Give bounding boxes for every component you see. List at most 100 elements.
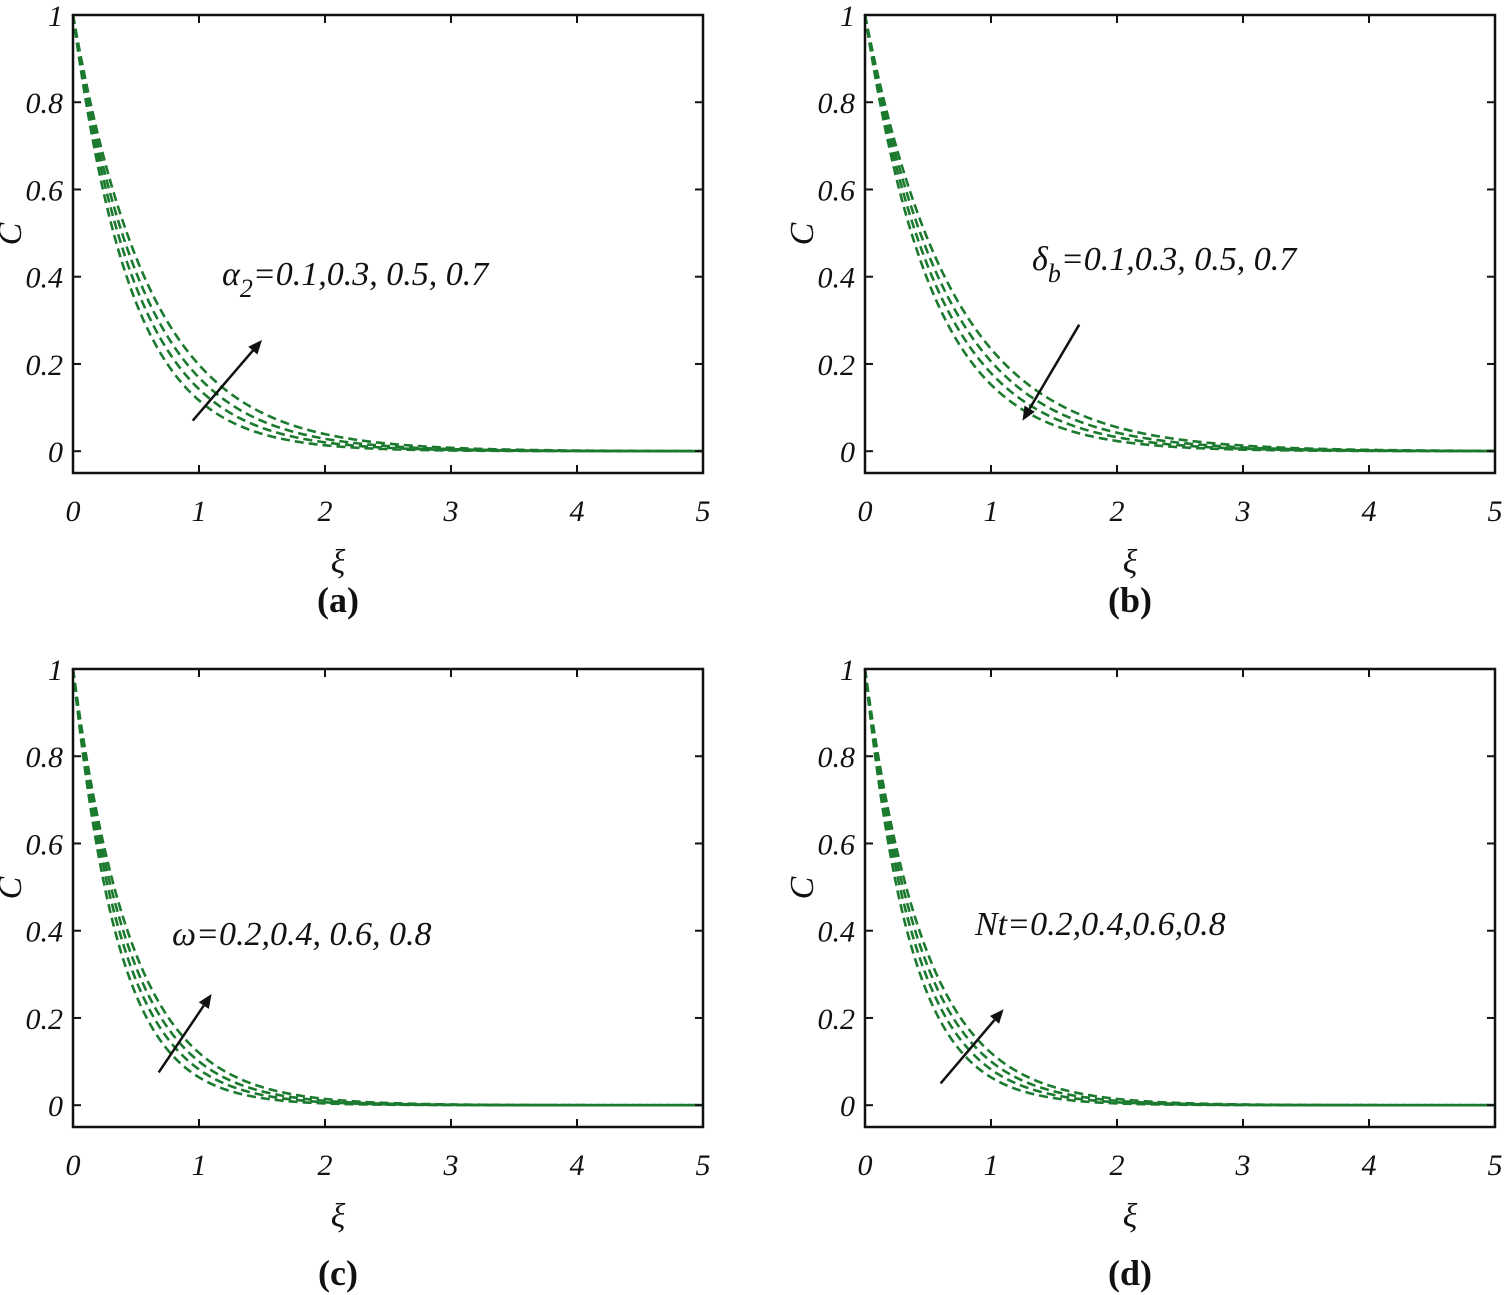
trend-arrow-d — [939, 1019, 996, 1085]
series-line-c-2 — [71, 668, 703, 1107]
trend-arrowhead-c — [198, 994, 212, 1009]
annotation-symbol-b: δ — [1032, 241, 1049, 278]
x-axis-label-a: ξ — [331, 544, 346, 581]
x-tick-label-d-1: 1 — [984, 1149, 999, 1182]
x-tick-label-c-5: 5 — [696, 1149, 711, 1182]
y-axis-label-b: C — [784, 222, 821, 245]
x-axis-label-b: ξ — [1123, 544, 1138, 581]
x-tick-label-a-1: 1 — [192, 495, 207, 528]
y-tick-label-a-2: 0.4 — [26, 262, 64, 295]
x-tick-label-b-1: 1 — [984, 495, 999, 528]
annotation-values-b: =0.1,0.3, 0.5, 0.7 — [1061, 241, 1298, 278]
panel-c: 0 1 2 3 4 5 0 0.2 0.4 0.6 0.8 1 ξ C ω=0.2,0.4, 0.6,… — [0, 654, 711, 1293]
annotation-subscript-b: b — [1048, 259, 1061, 288]
y-tick-label-c-4: 0.8 — [26, 741, 64, 774]
y-tick-label-b-1: 0.2 — [818, 349, 856, 382]
y-tick-label-d-1: 0.2 — [818, 1003, 856, 1036]
panel-label-b: (b) — [1108, 580, 1152, 620]
axes-frame-d — [863, 667, 1497, 1129]
trend-arrow-c — [157, 1004, 205, 1074]
annotation-symbol-c: ω — [172, 916, 196, 953]
ticks-d — [864, 668, 1496, 1127]
series-line-a-2 — [71, 14, 704, 453]
x-tick-label-a-4: 4 — [570, 495, 585, 528]
series-line-d-4 — [863, 668, 1495, 1107]
series-line-d-2 — [863, 668, 1495, 1107]
panel-label-d: (d) — [1108, 1253, 1152, 1293]
x-tick-label-d-4: 4 — [1362, 1149, 1377, 1182]
panel-b: 0 1 2 3 4 5 0 0.2 0.4 0.6 0.8 1 ξ C δb=0.1,0.3, 0.5… — [784, 0, 1503, 620]
annotation-b: δb=0.1,0.3, 0.5, 0.7 — [1032, 241, 1298, 288]
x-tick-label-a-3: 3 — [443, 495, 459, 528]
trend-arrowhead-a — [248, 340, 262, 355]
y-tick-label-c-5: 1 — [48, 654, 63, 687]
x-tick-label-b-2: 2 — [1110, 495, 1125, 528]
series-line-a-4 — [71, 14, 704, 453]
y-tick-label-d-3: 0.6 — [818, 828, 856, 861]
series-line-b-2 — [863, 14, 1496, 453]
y-tick-label-b-3: 0.6 — [818, 174, 856, 207]
tick-labels-d: 0 1 2 3 4 5 0 0.2 0.4 0.6 0.8 1 — [818, 654, 1503, 1182]
series-line-a-1 — [71, 14, 703, 453]
axes-frame-a — [71, 13, 705, 475]
axes-frame-b — [863, 13, 1497, 475]
curves-a — [71, 14, 704, 453]
annotation-symbol-a: α — [222, 256, 241, 293]
y-axis-label-c: C — [0, 876, 29, 899]
tick-labels-b: 0 1 2 3 4 5 0 0.2 0.4 0.6 0.8 1 — [818, 0, 1503, 528]
y-tick-label-b-4: 0.8 — [818, 87, 856, 120]
x-tick-label-a-5: 5 — [696, 495, 711, 528]
y-axis-label-a: C — [0, 222, 29, 245]
y-tick-label-a-0: 0 — [48, 436, 63, 469]
y-tick-label-a-5: 1 — [48, 0, 63, 33]
x-tick-label-d-0: 0 — [858, 1149, 873, 1182]
axes-frame-c — [71, 667, 705, 1129]
series-line-b-1 — [863, 14, 1496, 453]
series-line-b-4 — [863, 14, 1495, 453]
x-tick-label-d-2: 2 — [1110, 1149, 1125, 1182]
y-tick-label-b-2: 0.4 — [818, 262, 856, 295]
x-tick-label-b-5: 5 — [1488, 495, 1503, 528]
y-tick-label-c-2: 0.4 — [26, 916, 64, 949]
trend-arrow-b — [1028, 324, 1081, 410]
x-axis-label-c: ξ — [331, 1198, 346, 1235]
y-tick-label-b-5: 1 — [840, 0, 855, 33]
y-tick-label-a-3: 0.6 — [26, 174, 64, 207]
y-tick-label-b-0: 0 — [840, 436, 855, 469]
trend-arrow-a — [191, 349, 254, 422]
x-tick-label-c-1: 1 — [192, 1149, 207, 1182]
y-tick-label-c-3: 0.6 — [26, 828, 64, 861]
trend-arrowhead-d — [990, 1009, 1004, 1024]
y-tick-label-a-4: 0.8 — [26, 87, 64, 120]
series-line-b-3 — [863, 14, 1495, 453]
y-tick-label-d-5: 1 — [840, 654, 855, 687]
annotation-values-a: =0.1,0.3, 0.5, 0.7 — [253, 256, 490, 293]
y-tick-label-c-1: 0.2 — [26, 1003, 64, 1036]
x-tick-label-d-3: 3 — [1235, 1149, 1251, 1182]
x-tick-label-a-0: 0 — [66, 495, 81, 528]
curves-d — [863, 668, 1495, 1107]
panel-d: 0 1 2 3 4 5 0 0.2 0.4 0.6 0.8 1 ξ C Nt=0.2,0.4,0.6,… — [784, 654, 1503, 1293]
x-tick-label-c-3: 3 — [443, 1149, 459, 1182]
ticks-b — [864, 14, 1496, 473]
y-tick-label-d-4: 0.8 — [818, 741, 856, 774]
ticks-a — [72, 14, 704, 473]
annotation-values-d: Nt=0.2,0.4,0.6,0.8 — [974, 906, 1226, 943]
y-tick-label-d-2: 0.4 — [818, 916, 856, 949]
series-line-a-3 — [71, 14, 703, 453]
annotation-values-c: =0.2,0.4, 0.6, 0.8 — [196, 916, 431, 953]
annotation-c: ω=0.2,0.4, 0.6, 0.8 — [172, 916, 431, 953]
annotation-subscript-a: 2 — [240, 274, 253, 303]
x-tick-label-c-0: 0 — [66, 1149, 81, 1182]
trend-arrowhead-b — [1022, 405, 1035, 421]
x-tick-label-a-2: 2 — [318, 495, 333, 528]
panel-label-c: (c) — [318, 1253, 358, 1293]
x-tick-label-b-3: 3 — [1235, 495, 1251, 528]
ticks-c — [72, 668, 704, 1127]
x-tick-label-d-5: 5 — [1488, 1149, 1503, 1182]
x-tick-label-b-0: 0 — [858, 495, 873, 528]
x-tick-label-c-4: 4 — [570, 1149, 585, 1182]
y-tick-label-c-0: 0 — [48, 1090, 63, 1123]
